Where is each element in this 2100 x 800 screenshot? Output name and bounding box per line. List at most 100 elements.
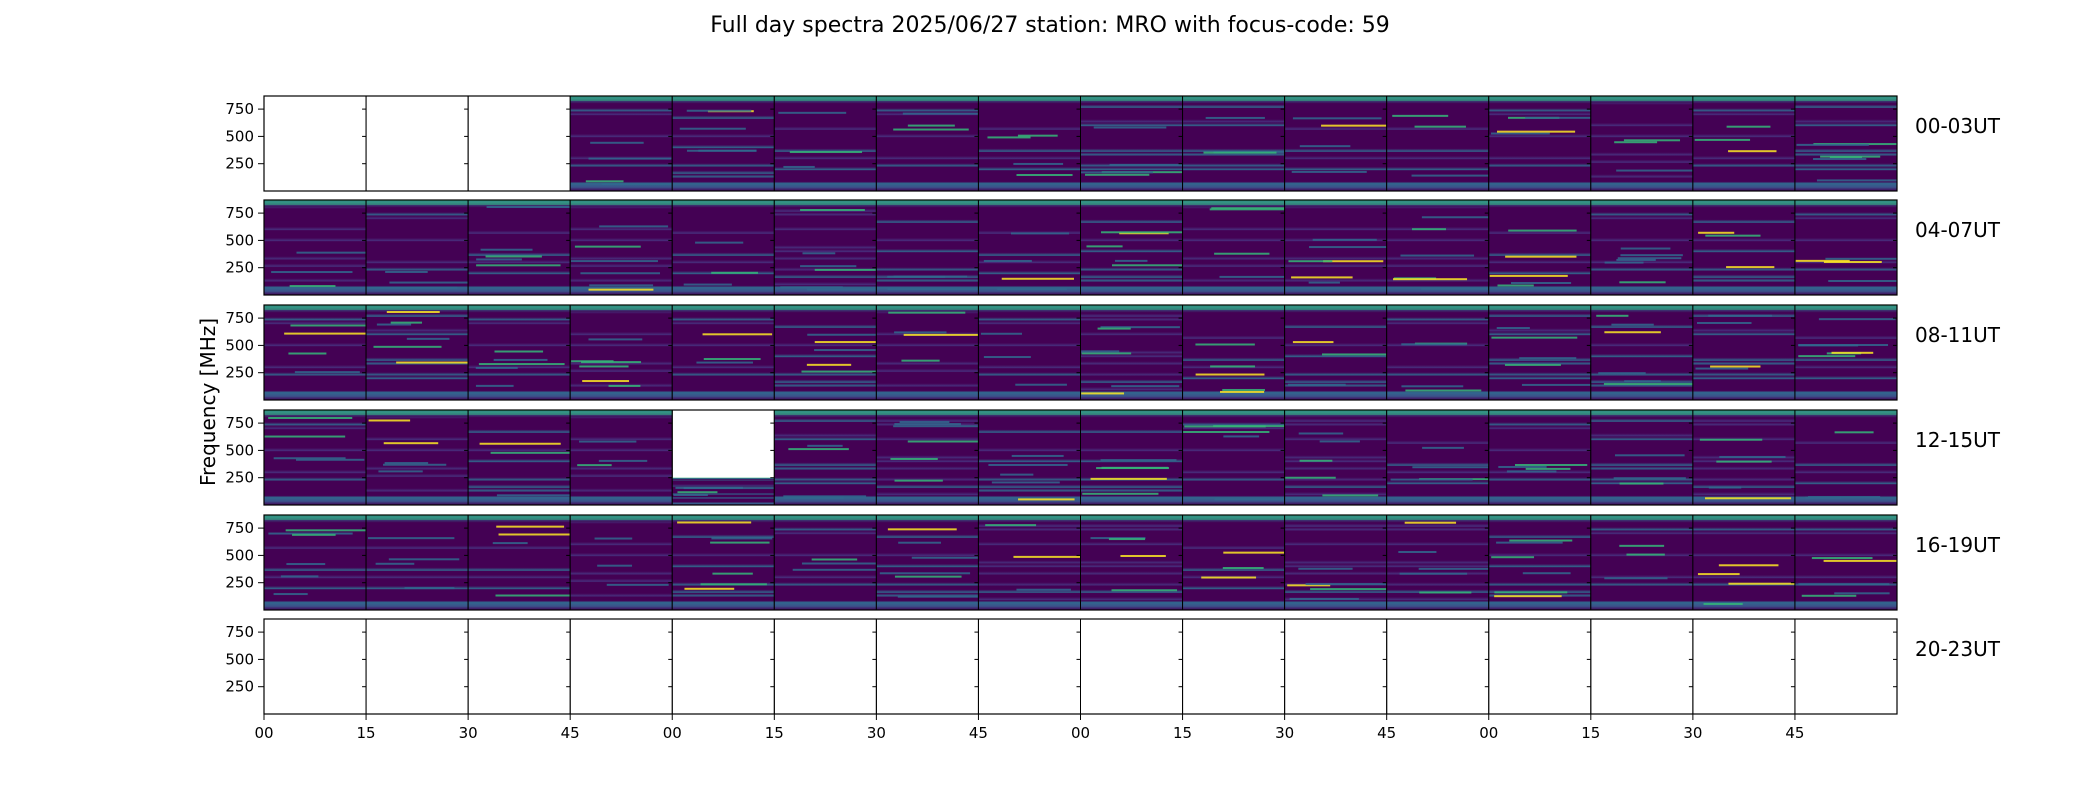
emission-line (1090, 477, 1167, 480)
emission-line (1624, 380, 1661, 383)
emission-line (1404, 521, 1457, 524)
emission-line (384, 462, 429, 465)
spectrum-panel (1488, 95, 1592, 192)
panel-frame (1080, 618, 1184, 715)
emission-line (1305, 583, 1387, 586)
emission-line (1399, 572, 1468, 575)
emission-line (1823, 261, 1882, 264)
top-band (774, 412, 877, 415)
emission-line (1494, 595, 1562, 598)
emission-line (1525, 116, 1591, 119)
emission-line (582, 380, 630, 383)
panel-frame (977, 618, 1081, 715)
emission-line (1697, 321, 1752, 324)
emission-line (1596, 314, 1629, 317)
emission-line (712, 572, 753, 575)
emission-line (404, 587, 455, 590)
y-tick-label: 750 (225, 414, 254, 432)
emission-line (375, 562, 415, 565)
emission-line (711, 537, 773, 540)
spectrum-image (1488, 96, 1591, 191)
spectrum-panel (365, 514, 469, 611)
spectrum-panel (1794, 409, 1898, 506)
x-tick-label: 00 (1071, 724, 1090, 742)
emission-line (1100, 326, 1180, 329)
emission-line (1497, 130, 1576, 133)
top-band (672, 307, 775, 310)
emission-line (285, 529, 367, 532)
emission-line (1726, 266, 1775, 269)
emission-line (1698, 231, 1735, 234)
top-band (1080, 98, 1183, 101)
emission-line (1619, 544, 1665, 547)
spectrum-panel (1182, 514, 1286, 611)
spectrum-panel (263, 199, 367, 296)
spectrum-panel (1284, 514, 1388, 611)
spectrum-panel (1692, 95, 1796, 192)
spectrum-image (774, 410, 877, 505)
spectrum-panel (875, 199, 979, 296)
spectrum-panel (1284, 409, 1388, 506)
spectrum-panel (1182, 618, 1286, 715)
top-band (264, 412, 367, 415)
emission-line (792, 568, 877, 571)
emission-line (490, 451, 571, 454)
emission-line (907, 124, 955, 127)
spectrum-panel (773, 199, 877, 296)
emission-line (280, 575, 319, 578)
emission-line (1111, 264, 1183, 267)
emission-line (1289, 597, 1359, 600)
emission-line (1201, 576, 1257, 579)
emission-line (1287, 584, 1331, 587)
emission-line (879, 572, 971, 575)
emission-line (1816, 179, 1897, 182)
top-band (876, 202, 979, 205)
emission-line (1598, 372, 1646, 375)
emission-line (286, 563, 326, 566)
top-band (570, 307, 673, 310)
chart-title: Full day spectra 2025/06/27 station: MRO… (710, 13, 1390, 38)
top-band (1692, 202, 1795, 205)
row-frame (263, 514, 1898, 611)
spectrum-panel (671, 304, 775, 401)
emission-line (1086, 245, 1123, 248)
emission-line (1619, 482, 1664, 485)
spectrum-panel (671, 514, 775, 611)
top-band (978, 202, 1081, 205)
emission-line (1491, 132, 1550, 135)
emission-line (1203, 151, 1277, 154)
spectrum-image (876, 96, 979, 191)
emission-line (1834, 431, 1874, 434)
x-axis: 00 15 30 45 00 15 30 45 00 15 30 45 00 15 30 45 (254, 714, 1804, 742)
emission-line (1120, 554, 1166, 557)
emission-line (268, 532, 353, 535)
emission-line (1401, 343, 1467, 346)
x-tick-label: 15 (1581, 724, 1600, 742)
emission-line (1491, 336, 1578, 339)
emission-line (894, 331, 947, 334)
emission-line (894, 479, 943, 482)
y-tick-label: 500 (225, 231, 254, 249)
spectrum-image (876, 200, 979, 295)
top-band (1590, 412, 1693, 415)
spectrum-panel (1284, 304, 1388, 401)
emission-line (1422, 446, 1464, 449)
spectrum-image (876, 305, 979, 400)
spectrum-panel (263, 304, 367, 401)
emission-line (888, 311, 966, 314)
emission-line (890, 457, 938, 460)
spectrum-image (978, 305, 1081, 400)
spectrum-image (1182, 410, 1285, 505)
spectrum-panel (1386, 409, 1490, 506)
emission-line (1288, 260, 1333, 263)
row-frame (263, 304, 1898, 401)
emission-line (1205, 116, 1265, 119)
emission-line (597, 564, 633, 567)
top-band (672, 202, 775, 205)
emission-line (1114, 259, 1148, 262)
emission-line (1015, 383, 1067, 386)
emission-line (802, 252, 836, 255)
emission-line (1308, 281, 1340, 284)
emission-line (1509, 539, 1573, 542)
